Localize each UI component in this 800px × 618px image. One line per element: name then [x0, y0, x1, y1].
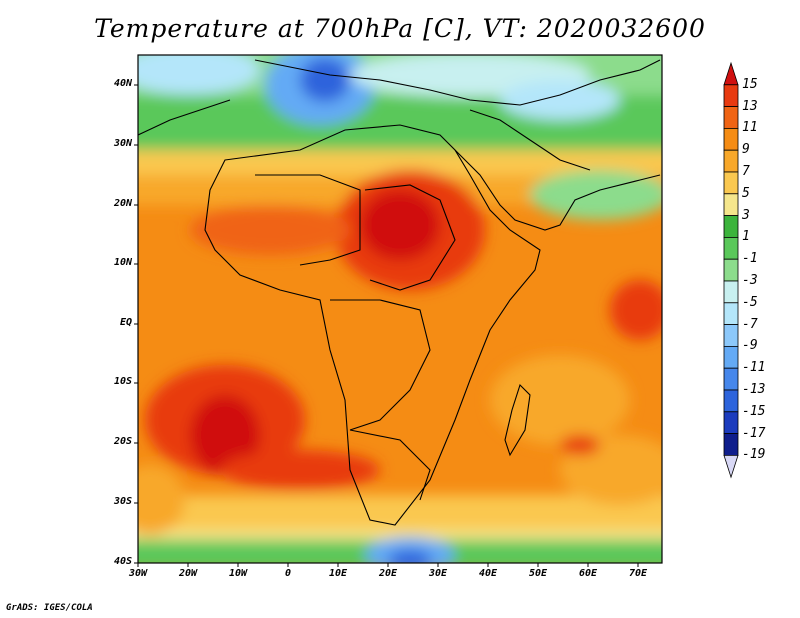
colorbar-label: 3: [742, 207, 750, 223]
colorbar-box: [723, 127, 739, 151]
coastlines: [138, 59, 661, 526]
colorbar-box: [723, 84, 739, 108]
colorbar-box: [723, 324, 739, 347]
colorbar-box: [723, 367, 739, 391]
colorbar-box: [723, 193, 739, 217]
lat-label-40n: 40N: [113, 78, 132, 89]
colorbar-box: [723, 215, 739, 238]
lon-label-60e: 60E: [578, 568, 598, 579]
lat-label-30n: 30N: [113, 138, 132, 149]
map-title: Temperature at 700hPa [C], VT: 202003260…: [94, 14, 706, 43]
lon-label-20w: 20W: [178, 568, 198, 579]
lon-label-40e: 40E: [478, 568, 498, 579]
colorbar-box: [723, 345, 739, 369]
colorbar-label: 1: [742, 229, 750, 245]
lon-label-20e: 20E: [378, 568, 398, 579]
colorbar-label: -7: [742, 316, 758, 332]
colorbar-box: [723, 411, 739, 434]
colorbar-box: [723, 171, 739, 195]
colorbar-label: 13: [742, 98, 758, 114]
lon-label-30w: 30W: [128, 568, 148, 579]
colorbar-box: [723, 280, 739, 304]
colorbar-box: [723, 389, 739, 413]
colorbar-label: -1: [742, 251, 758, 267]
colorbar-label: 7: [742, 164, 750, 179]
colorbar-label: -9: [742, 338, 758, 354]
temperature-field: [138, 55, 662, 563]
colorbar-bottom-triangle: [723, 454, 739, 479]
lon-label-30e: 30E: [428, 568, 448, 579]
colorbar-label: -13: [742, 382, 766, 397]
lat-label-20s: 20S: [113, 436, 132, 447]
lon-label-10e: 10E: [328, 568, 348, 579]
colorbar-label: -5: [742, 294, 758, 310]
map-frame: [137, 54, 663, 564]
colorbar-label: -11: [742, 360, 766, 376]
lat-label-30s: 30S: [113, 496, 132, 507]
colorbar-top-triangle: [723, 61, 739, 86]
lon-label-70e: 70E: [628, 568, 648, 579]
lat-label-10s: 10S: [113, 376, 132, 387]
colorbar-label: 15: [742, 76, 758, 92]
colorbar-label: 9: [742, 142, 750, 158]
colorbar-box: [723, 106, 739, 129]
axis-ticks: [134, 84, 639, 567]
colorbar-box: [723, 433, 739, 456]
lat-label-10n: 10N: [113, 257, 132, 268]
lat-label-eq: EQ: [119, 317, 132, 328]
colorbar-box: [723, 302, 739, 325]
lat-label-20n: 20N: [113, 198, 132, 209]
colorbar-box: [723, 236, 739, 260]
lon-label-50e: 50E: [528, 568, 548, 579]
colorbar-label: -17: [742, 425, 766, 441]
lon-label-10w: 10W: [228, 568, 248, 579]
credit-text: GrADS: IGES/COLA: [6, 603, 93, 613]
colorbar-label: 5: [742, 185, 750, 201]
colorbar-label: -19: [742, 447, 766, 463]
colorbar-box: [723, 149, 739, 173]
colorbar-label: -3: [742, 273, 758, 288]
lon-label-0: 0: [284, 568, 292, 579]
colorbar-label: 11: [742, 120, 758, 136]
colorbar-box: [723, 258, 739, 282]
lat-label-40s: 40S: [113, 556, 132, 567]
colorbar-label: -15: [742, 403, 766, 419]
